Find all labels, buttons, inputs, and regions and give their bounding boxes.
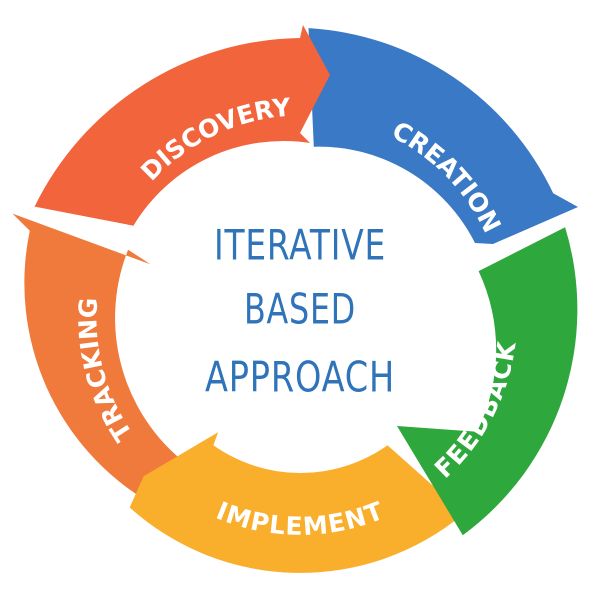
stage-arrow-tracking: [12, 213, 203, 504]
stage-arrow-feedback: [397, 227, 578, 536]
stage-arrow-creation: [308, 28, 578, 244]
stage-arrow-implement: [129, 432, 464, 573]
center-title-line-1: ITERATIVE: [214, 221, 386, 270]
stage-arrow-discovery: [34, 25, 330, 226]
center-title-line-3: APPROACH: [205, 353, 395, 402]
center-title: ITERATIVE BASED APPROACH: [205, 221, 395, 402]
center-title-line-2: BASED: [244, 285, 356, 334]
